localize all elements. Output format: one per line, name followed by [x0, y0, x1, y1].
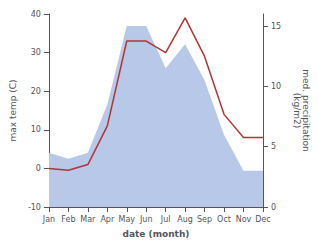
- svg-text:15: 15: [271, 22, 281, 31]
- svg-text:Aug: Aug: [177, 215, 193, 224]
- svg-text:Jan: Jan: [42, 215, 55, 224]
- svg-text:med. precipitation: med. precipitation: [300, 69, 311, 152]
- svg-text:Nov: Nov: [236, 215, 252, 224]
- svg-text:Mar: Mar: [80, 215, 96, 224]
- svg-text:10: 10: [271, 82, 281, 91]
- svg-text:(kg/m2): (kg/m2): [292, 93, 302, 128]
- svg-text:30: 30: [31, 48, 41, 57]
- svg-text:Apr: Apr: [100, 215, 115, 224]
- svg-text:5: 5: [271, 142, 276, 151]
- svg-text:Sep: Sep: [197, 215, 212, 224]
- svg-text:0: 0: [36, 164, 41, 173]
- svg-text:0: 0: [271, 203, 276, 212]
- svg-text:May: May: [118, 215, 135, 224]
- svg-text:Oct: Oct: [217, 215, 231, 224]
- svg-text:20: 20: [31, 87, 41, 96]
- svg-text:Jul: Jul: [160, 215, 171, 224]
- svg-text:10: 10: [31, 125, 41, 134]
- svg-text:Jun: Jun: [139, 215, 153, 224]
- svg-text:Feb: Feb: [61, 215, 75, 224]
- svg-text:date (month): date (month): [122, 229, 189, 239]
- svg-text:Dec: Dec: [255, 215, 270, 224]
- svg-text:-10: -10: [28, 203, 41, 212]
- svg-text:max temp (C): max temp (C): [8, 79, 18, 141]
- svg-text:40: 40: [31, 10, 41, 19]
